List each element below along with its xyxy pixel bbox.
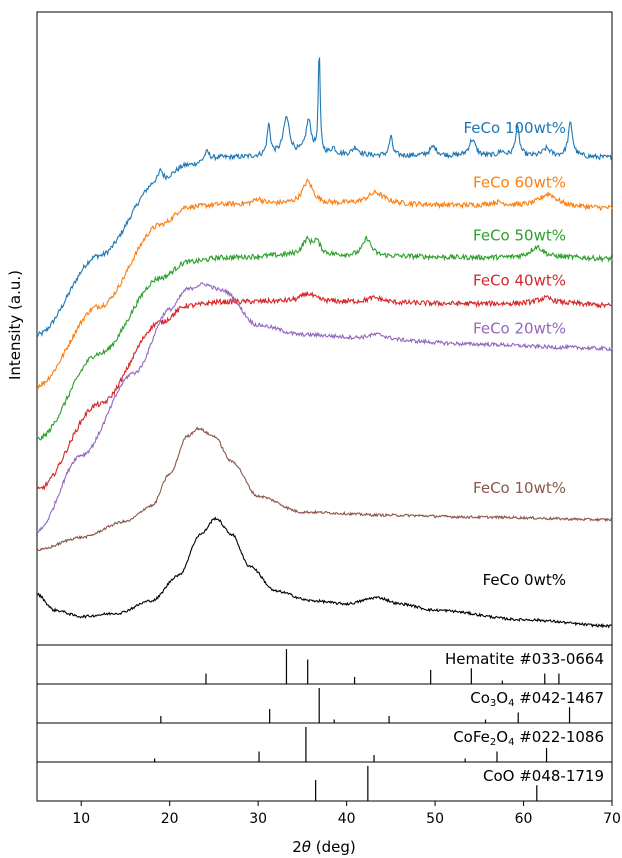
x-tick-label: 60 [515,811,533,827]
series-line [36,235,613,441]
series-line [36,282,613,533]
x-tick-label: 20 [161,811,179,827]
x-axis: 10 20 30 40 50 60 70 [72,801,621,827]
series-label: FeCo 40wt% [473,271,566,289]
reference-label: CoO #048-1719 [483,767,604,785]
series-line [36,291,613,491]
main-panel: FeCo 100wt% FeCo 60wt% FeCo 50wt% FeCo 40wt… [36,11,613,646]
series-line [36,177,613,390]
series-line [36,426,613,552]
series-label: FeCo 50wt% [473,227,566,245]
series-label: FeCo 10wt% [473,479,566,497]
x-tick-label: 70 [603,811,621,827]
x-tick-label: 30 [249,811,267,827]
reference-panels: Hematite #033-0664 Co3O4 #042-1467 CoFe2O4… [36,644,613,802]
reference-label: Hematite #033-0664 [445,650,604,668]
reference-panel [36,761,613,802]
series-label: FeCo 20wt% [473,320,566,338]
x-tick-label: 50 [426,811,444,827]
series-label: FeCo 60wt% [473,173,566,191]
reference-label: Co3O4 #042-1467 [470,689,604,709]
series-label: FeCo 0wt% [483,571,566,589]
x-tick-label: 40 [338,811,356,827]
x-tick-label: 10 [72,811,90,827]
y-axis-label: Intensity (a.u.) [6,270,24,380]
series-line [36,516,613,629]
reference-label: CoFe2O4 #022-1086 [453,728,604,748]
series-label: FeCo 100wt% [464,119,567,137]
x-axis-label: 2θ (deg) [292,838,355,856]
series-line [36,57,613,338]
